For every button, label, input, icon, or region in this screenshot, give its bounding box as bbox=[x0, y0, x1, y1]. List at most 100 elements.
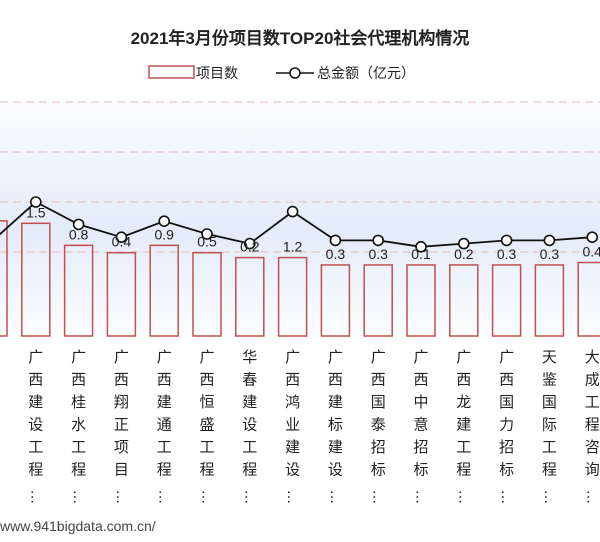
category-label-char: 翔 bbox=[114, 394, 129, 411]
value-label: 0.4 bbox=[112, 234, 132, 250]
category-label-char: 国 bbox=[499, 394, 514, 411]
category-label-char: 工 bbox=[585, 394, 600, 411]
category-label: 广西桂水工程… bbox=[70, 349, 87, 505]
category-label-char: 通 bbox=[157, 417, 172, 434]
category-label: 天鉴国际工程… bbox=[541, 349, 558, 505]
bar-project-count bbox=[449, 264, 479, 337]
value-label: 0.3 bbox=[540, 246, 560, 262]
category-label-char: 工 bbox=[199, 439, 214, 456]
category-label-char: 水 bbox=[71, 417, 86, 434]
bar-project-count bbox=[406, 264, 436, 337]
category-label-char: 建 bbox=[456, 417, 471, 434]
category-label-char: 广 bbox=[456, 349, 471, 366]
category-label-char: 桂 bbox=[71, 394, 86, 411]
category-label-char: 标 bbox=[328, 417, 343, 434]
category-label-char: 西 bbox=[71, 372, 86, 389]
bar-project-count bbox=[320, 264, 351, 337]
value-label: 0.3 bbox=[368, 246, 388, 262]
category-label-char: 中 bbox=[413, 394, 428, 411]
category-label-char: 际 bbox=[542, 417, 557, 434]
category-label-char: … bbox=[0, 400, 2, 415]
bar-project-count bbox=[106, 251, 137, 337]
category-label-char: 正 bbox=[114, 417, 129, 434]
line-point bbox=[29, 196, 42, 208]
category-label-char: 建 bbox=[328, 394, 343, 411]
category-label-char: 招 bbox=[371, 439, 386, 456]
category-label-char: 泰 bbox=[371, 417, 386, 434]
line-point bbox=[201, 228, 213, 240]
bar-project-count bbox=[534, 264, 565, 337]
legend-bar-label: 项目数 bbox=[196, 65, 238, 81]
category-label-char: 程 bbox=[456, 462, 471, 479]
category-label-char: 工 bbox=[456, 439, 471, 456]
category-label-char: 建 bbox=[242, 394, 257, 411]
category-label-char: 建 bbox=[28, 394, 43, 411]
category-label-char: 意 bbox=[413, 416, 428, 434]
category-label-char: 广 bbox=[371, 349, 386, 366]
bar-project-count bbox=[491, 264, 522, 337]
category-label: 广西恒盛工程… bbox=[199, 349, 216, 505]
category-label-char: 恒 bbox=[199, 394, 214, 411]
category-label-char: 华 bbox=[242, 349, 257, 366]
category-label: 广西国泰招标… bbox=[370, 349, 387, 505]
line-point bbox=[115, 231, 128, 243]
value-label: 0.5 bbox=[197, 234, 217, 250]
category-label-char: 设 bbox=[28, 417, 43, 434]
bar-project-count bbox=[363, 264, 393, 337]
category-label: 广西中意招标… bbox=[413, 349, 430, 505]
category-label: 广西建通工程… bbox=[156, 349, 173, 505]
category-label-char: 广 bbox=[413, 349, 428, 366]
category-label-char: 鸿 bbox=[285, 394, 300, 411]
category-label-char: … bbox=[0, 422, 2, 437]
category-label-char: 程 bbox=[585, 417, 600, 434]
category-label-char: … bbox=[70, 490, 87, 505]
category-label-char: 西 bbox=[413, 372, 428, 389]
category-label-char: … bbox=[455, 490, 472, 505]
category-label-char: 天 bbox=[542, 349, 557, 366]
category-label-char: 招 bbox=[413, 439, 428, 456]
category-label-char: 广 bbox=[499, 349, 514, 366]
category-label-char: 国 bbox=[542, 394, 557, 411]
bars bbox=[0, 220, 600, 337]
category-label-char: 西 bbox=[28, 372, 43, 389]
category-label-char: 西 bbox=[199, 372, 214, 389]
value-label: 1.5 bbox=[26, 204, 46, 220]
legend-line-label: 总金额（亿元） bbox=[317, 65, 415, 81]
category-label-char: 程 bbox=[157, 462, 172, 479]
chart-title: 2021年3月份项目数TOP20社会代理机构情况 bbox=[131, 28, 470, 48]
category-label-char: 设 bbox=[242, 417, 257, 434]
legend: 项目数 总金额（亿元） bbox=[148, 65, 415, 81]
value-label: 0.9 bbox=[154, 226, 174, 242]
bar-project-count bbox=[21, 222, 51, 337]
category-label: 广西鸿业建设… bbox=[284, 349, 301, 505]
category-label-char: 成 bbox=[585, 372, 600, 389]
category-label-char: … bbox=[0, 445, 2, 460]
category-label-char: … bbox=[370, 490, 387, 505]
category-label-char: 鉴 bbox=[542, 372, 557, 389]
category-label-char: 建 bbox=[328, 439, 343, 456]
category-label-char: 工 bbox=[157, 439, 172, 456]
category-label-char: 广 bbox=[28, 349, 43, 366]
category-label-char: 项 bbox=[114, 439, 129, 456]
value-label: 1.2 bbox=[283, 239, 303, 255]
total-amount-line bbox=[0, 196, 599, 253]
legend-line-marker bbox=[289, 67, 301, 79]
category-label-char: 程 bbox=[199, 462, 214, 479]
category-label-char: 咨 bbox=[585, 439, 600, 456]
gridlines bbox=[0, 101, 600, 253]
value-labels: 31.50.80.40.90.50.21.20.30.30.10.20.30.3… bbox=[26, 204, 600, 262]
category-label-char: 程 bbox=[71, 462, 86, 479]
bar-project-count bbox=[149, 244, 179, 337]
category-label-char: … bbox=[27, 490, 44, 505]
category-label-char: … bbox=[156, 490, 173, 505]
value-label: 0.2 bbox=[454, 246, 474, 262]
category-label-char: … bbox=[199, 490, 216, 505]
category-label: 广西翔正项目… bbox=[113, 349, 130, 505]
bar-project-count bbox=[235, 256, 265, 337]
line-point bbox=[500, 234, 513, 247]
value-label: 0.3 bbox=[497, 246, 517, 262]
category-label-char: 业 bbox=[285, 417, 300, 434]
category-label-char: 西 bbox=[371, 372, 386, 389]
line-point bbox=[372, 234, 385, 247]
